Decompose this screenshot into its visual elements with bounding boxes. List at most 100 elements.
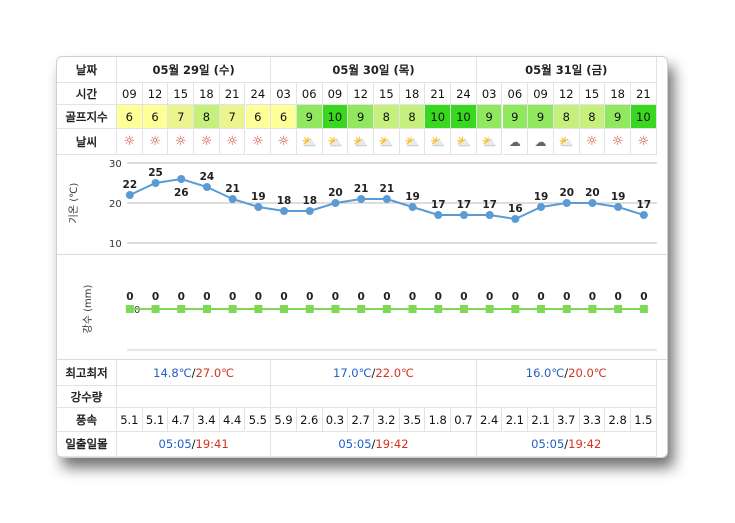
wind-speed-cell: 5.1 xyxy=(117,408,143,432)
wind-speed-cell: 5.1 xyxy=(142,408,169,432)
precipitation-point xyxy=(331,305,340,313)
temperature-data-label: 19 xyxy=(534,191,549,203)
temperature-data-label: 17 xyxy=(637,199,652,211)
cloud-icon: ☁ xyxy=(528,129,554,155)
temperature-point xyxy=(331,199,340,207)
sun-icon: ☼ xyxy=(271,129,297,155)
precipitation-data-label: 0 xyxy=(152,291,159,303)
hour-cell: 12 xyxy=(348,83,374,105)
row-label-weather: 날씨 xyxy=(57,129,117,155)
golf-index-cell: 10 xyxy=(631,105,657,129)
separator: / xyxy=(564,437,569,451)
max-temperature: 27.0℃ xyxy=(195,365,235,380)
sun-icon: ☼ xyxy=(194,129,220,155)
precipitation-point xyxy=(485,305,494,313)
precipitation-chart: 강수 (mm) 0 0 0 0 0 0 0 0 0 0 0 0 0 0 0 0 0 0 0 0 0 0 xyxy=(82,284,657,351)
wind-speed-cell: 2.8 xyxy=(605,408,631,432)
sunrise-sunset: 05:05/19:41 xyxy=(117,432,272,457)
temperature-point xyxy=(280,207,289,215)
precipitation-data-label: 0 xyxy=(640,291,647,303)
y-tick-label: 10 xyxy=(109,239,122,250)
wind-speed-cell: 2.6 xyxy=(296,408,323,432)
precipitation-amount xyxy=(476,386,657,408)
precipitation-data-label: 0 xyxy=(306,291,313,303)
hour-cell: 03 xyxy=(476,83,503,105)
partly-cloudy-icon: ⛅ xyxy=(399,129,426,155)
precipitation-point xyxy=(125,305,134,313)
max-temperature: 20.0℃ xyxy=(568,365,607,380)
hour-cell: 15 xyxy=(579,83,606,105)
min-max-temperature: 16.0℃/20.0℃ xyxy=(476,360,657,386)
precipitation-data-label: 0 xyxy=(255,291,262,303)
temperature-data-label: 19 xyxy=(251,191,266,203)
temperature-point xyxy=(382,195,391,203)
hour-cell: 18 xyxy=(605,83,631,105)
separator: / xyxy=(371,437,376,451)
temperature-data-label: 21 xyxy=(380,183,395,195)
precipitation-data-label: 0 xyxy=(512,291,519,303)
precipitation-point xyxy=(588,305,597,313)
golf-index-cell: 10 xyxy=(425,105,452,129)
cloud-icon: ☁ xyxy=(502,129,529,155)
separator: / xyxy=(191,437,196,451)
wind-speed-cell: 2.4 xyxy=(476,408,503,432)
hour-cell: 21 xyxy=(631,83,657,105)
sunrise-time: 05:05 xyxy=(338,437,372,451)
precipitation-data-label: 0 xyxy=(614,291,621,303)
precipitation-point xyxy=(639,305,648,313)
temperature-data-label: 19 xyxy=(405,191,420,203)
wind-speed-cell: 5.5 xyxy=(245,408,272,432)
separator: / xyxy=(191,365,196,380)
hour-cell: 24 xyxy=(451,83,477,105)
precipitation-point xyxy=(408,305,417,313)
sunset-time: 19:41 xyxy=(195,437,229,451)
precipitation-point xyxy=(254,305,263,313)
sun-icon: ☼ xyxy=(117,129,143,155)
wind-speed-cell: 2.1 xyxy=(502,408,529,432)
partly-cloudy-icon: ⛅ xyxy=(348,129,374,155)
precipitation-data-label: 0 xyxy=(332,291,339,303)
hour-cell: 09 xyxy=(322,83,349,105)
sunset-time: 19:42 xyxy=(568,437,602,451)
min-max-temperature: 14.8℃/27.0℃ xyxy=(117,360,272,386)
precipitation-point xyxy=(562,305,571,313)
divider xyxy=(57,254,667,255)
row-label-date: 날짜 xyxy=(57,57,117,83)
wind-speed-cell: 3.3 xyxy=(579,408,606,432)
golf-index-cell: 8 xyxy=(553,105,580,129)
golf-index-cell: 6 xyxy=(245,105,272,129)
temperature-point xyxy=(588,199,597,207)
wind-speed-cell: 3.4 xyxy=(194,408,220,432)
golf-index-cell: 10 xyxy=(322,105,349,129)
precipitation-amount xyxy=(117,386,272,408)
precipitation-point xyxy=(382,305,391,313)
partly-cloudy-icon: ⛅ xyxy=(322,129,349,155)
wind-speed-cell: 4.4 xyxy=(219,408,246,432)
hour-cell: 12 xyxy=(142,83,169,105)
wind-speed-cell: 2.7 xyxy=(348,408,374,432)
min-max-temperature: 17.0℃/22.0℃ xyxy=(271,360,477,386)
temperature-point xyxy=(537,203,546,211)
golf-index-cell: 9 xyxy=(348,105,374,129)
partly-cloudy-icon: ⛅ xyxy=(374,129,400,155)
precipitation-data-label: 0 xyxy=(589,291,596,303)
min-temperature: 14.8℃ xyxy=(153,365,192,380)
hour-cell: 06 xyxy=(502,83,529,105)
precipitation-data-label: 0 xyxy=(126,291,133,303)
sunrise-sunset: 05:05/19:42 xyxy=(476,432,657,457)
golf-index-cell: 6 xyxy=(271,105,297,129)
temperature-data-label: 26 xyxy=(174,187,189,199)
temperature-point xyxy=(511,215,520,223)
temperature-data-label: 22 xyxy=(123,179,138,191)
precipitation-data-label: 0 xyxy=(383,291,390,303)
golf-index-cell: 6 xyxy=(142,105,169,129)
temperature-axis-label: 기온 (℃) xyxy=(68,183,80,224)
hour-cell: 15 xyxy=(374,83,400,105)
day-header: 05월 29일 (수) xyxy=(117,57,272,83)
golf-index-cell: 9 xyxy=(296,105,323,129)
wind-speed-cell: 3.2 xyxy=(374,408,400,432)
min-temperature: 16.0℃ xyxy=(525,365,565,380)
temperature-point xyxy=(485,211,494,219)
precipitation-point xyxy=(177,305,186,313)
precipitation-point xyxy=(151,305,160,313)
